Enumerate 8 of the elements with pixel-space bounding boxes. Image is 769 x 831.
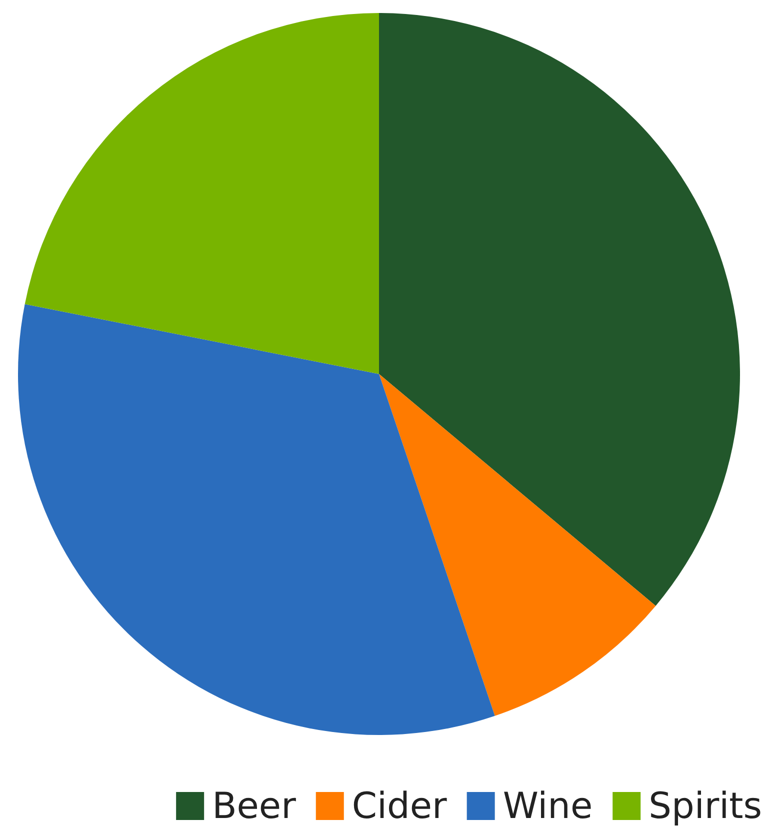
legend-label: Spirits [648,786,762,827]
pie-slice [379,13,740,606]
pie-slice [24,13,379,374]
pie-slice [379,374,656,716]
legend-label: Beer [212,786,296,827]
legend-label: Cider [352,786,448,827]
legend-label: Wine [502,786,593,827]
pie-slice [18,304,495,735]
